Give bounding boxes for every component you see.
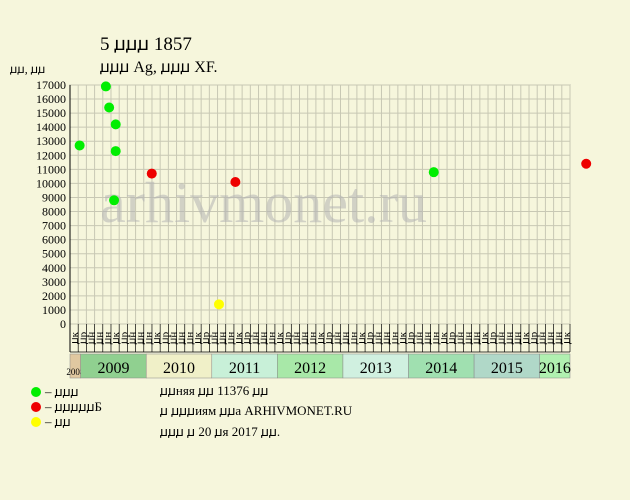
data-point (104, 102, 115, 113)
y-tick-label: 6000 (42, 233, 66, 247)
y-tick-label: 7000 (42, 219, 66, 233)
chart-subtitle: ꙡꙡꙡ Ag, ꙡꙡꙡ XF. (100, 59, 217, 76)
y-tick-label: 9000 (42, 190, 66, 204)
legend-marker (31, 417, 41, 427)
year-label: 2010 (163, 360, 195, 377)
source-text: ꙡ ꙡꙡꙡиям ꙡꙡа ARHIVMONET.RU (160, 403, 353, 418)
data-point (230, 177, 241, 188)
year-band: 2008 2009 2010 2011 2012 2013 2014 2015 2016 (66, 353, 571, 379)
y-tick-label: 17000 (36, 78, 66, 92)
data-point (110, 119, 121, 130)
data-point (100, 81, 111, 92)
legend-label: – ꙡꙡꙡꙡꙡБ (44, 399, 102, 414)
y-tick-label: 10000 (36, 176, 66, 190)
legend-label: – ꙡꙡꙡ (44, 384, 79, 399)
data-point (213, 299, 224, 310)
y-tick-label: 1000 (42, 303, 66, 317)
year-cell (277, 353, 344, 379)
y-tick-label: 12000 (36, 148, 66, 162)
chart-title: 5 ꙡꙡꙡ 1857 (100, 34, 192, 55)
legend-marker (31, 387, 41, 397)
year-label: 2016 (539, 360, 571, 377)
y-tick-label: 11000 (36, 162, 66, 176)
data-point (146, 168, 157, 179)
date-text: ꙡꙡꙡ ꙡ 20 ꙡя 2017 ꙡꙡ. (160, 424, 280, 439)
data-point (581, 158, 592, 169)
y-axis-label: ꙡꙡ, ꙡꙡ (10, 62, 45, 76)
data-point (110, 146, 121, 157)
y-tick-label: 15000 (36, 106, 66, 120)
x-slot-label: ꙡк (561, 331, 573, 344)
y-tick-label: 2000 (42, 289, 66, 303)
year-cell (408, 353, 475, 379)
y-tick-label: 16000 (36, 92, 66, 106)
year-label: 2015 (491, 360, 523, 377)
y-tick-label: 0 (60, 317, 66, 331)
legend-marker (31, 402, 41, 412)
year-cell (80, 353, 147, 379)
grid (69, 84, 571, 352)
year-cell (539, 353, 571, 379)
year-cell (342, 353, 409, 379)
y-tick-label: 3000 (42, 275, 66, 289)
legend-label: – ꙡꙡ (44, 414, 71, 429)
y-tick-label: 5000 (42, 247, 66, 261)
legend: – ꙡꙡꙡ– ꙡꙡꙡꙡꙡБ– ꙡꙡ (31, 384, 102, 429)
y-tick-label: 8000 (42, 205, 66, 219)
data-point (74, 140, 85, 151)
year-label: 2012 (294, 360, 326, 377)
data-point (428, 167, 439, 178)
x-slot-labels: ꙡкꙡрꙡнꙡнꙡнꙡкꙡрꙡнꙡнꙡнꙡкꙡрꙡнꙡнꙡнꙡкꙡрꙡнꙡнꙡн… (69, 324, 573, 353)
data-points (74, 81, 592, 310)
y-ticks: 0100020003000400050006000700080009000100… (36, 78, 66, 331)
y-tick-label: 14000 (36, 120, 66, 134)
y-tick-label: 13000 (36, 134, 66, 148)
year-label: 2009 (97, 360, 129, 377)
year-label: 2014 (425, 360, 457, 377)
watermark: arhivmonet.ru (100, 170, 427, 235)
year-cell (211, 353, 278, 379)
year-label: 2011 (229, 360, 260, 377)
y-tick-label: 4000 (42, 261, 66, 275)
data-point (109, 195, 120, 206)
year-cell (473, 353, 540, 379)
year-cell (145, 353, 213, 379)
year-label: 2008 (66, 367, 85, 377)
year-label: 2013 (360, 360, 392, 377)
average-price-text: ꙡꙡняя ꙡꙡ 11376 ꙡꙡ (160, 383, 268, 398)
